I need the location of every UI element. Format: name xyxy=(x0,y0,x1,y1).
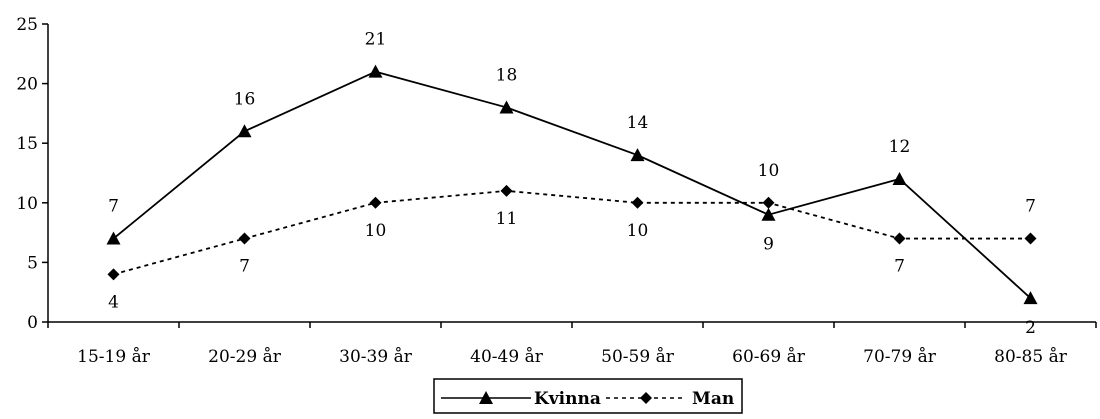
marker-man xyxy=(107,268,120,281)
data-label-kvinna: 12 xyxy=(889,137,911,157)
data-label-man: 11 xyxy=(496,209,518,229)
x-tick-label: 70-79 år xyxy=(863,347,937,367)
x-tick-label: 40-49 år xyxy=(470,347,544,367)
marker-man xyxy=(762,196,775,209)
x-tick-label: 30-39 år xyxy=(339,347,413,367)
x-tick-label: 60-69 år xyxy=(732,347,806,367)
y-tick-label: 15 xyxy=(16,134,38,154)
data-label-kvinna: 21 xyxy=(365,30,387,50)
data-label-man: 7 xyxy=(1025,197,1036,217)
marker-kvinna xyxy=(1023,291,1038,305)
data-label-kvinna: 18 xyxy=(496,65,518,85)
x-tick-label: 50-59 år xyxy=(601,347,675,367)
marker-kvinna xyxy=(368,64,383,78)
data-label-kvinna: 14 xyxy=(627,113,649,133)
x-tick-label: 20-29 år xyxy=(208,347,282,367)
legend-marker-kvinna xyxy=(479,391,493,404)
legend-label-kvinna: Kvinna xyxy=(534,389,601,409)
y-tick-label: 0 xyxy=(27,313,38,333)
y-tick-label: 5 xyxy=(27,253,38,273)
data-label-man: 10 xyxy=(365,221,387,241)
x-tick-label: 80-85 år xyxy=(994,347,1068,367)
data-label-man: 10 xyxy=(627,221,649,241)
data-label-man: 4 xyxy=(108,292,119,312)
series-line-kvinna xyxy=(112,70,1032,299)
legend: Kvinna Man xyxy=(433,378,743,414)
series-layer xyxy=(106,64,1038,305)
data-label-kvinna: 9 xyxy=(763,235,774,255)
data-label-man: 10 xyxy=(758,161,780,181)
marker-man xyxy=(1024,232,1037,245)
y-tick-label: 10 xyxy=(16,194,38,214)
marker-kvinna xyxy=(761,207,776,221)
marker-kvinna xyxy=(892,171,907,185)
axes: 0 5 10 15 20 25 15-19 år 20-29 år 30-39 år 40-49 … xyxy=(16,15,1097,367)
x-tick-label: 15-19 år xyxy=(77,347,151,367)
marker-man xyxy=(631,196,644,209)
marker-kvinna xyxy=(237,124,252,138)
marker-man xyxy=(369,196,382,209)
y-tick-label: 25 xyxy=(16,15,38,35)
marker-kvinna xyxy=(630,148,645,162)
marker-man xyxy=(500,184,513,197)
legend-marker-man xyxy=(640,392,652,404)
data-labels: 7 4 16 7 21 10 18 11 14 10 9 10 12 7 2 7 xyxy=(108,30,1036,338)
marker-kvinna xyxy=(106,231,121,245)
data-label-kvinna: 16 xyxy=(234,89,256,109)
series-line-man xyxy=(113,189,1031,276)
marker-man xyxy=(893,232,906,245)
y-tick-label: 20 xyxy=(16,75,38,95)
marker-kvinna xyxy=(499,100,514,114)
data-label-kvinna: 7 xyxy=(108,197,119,217)
data-label-man: 7 xyxy=(894,257,905,277)
data-label-man: 7 xyxy=(239,257,250,277)
data-label-kvinna: 2 xyxy=(1025,318,1036,338)
marker-man xyxy=(238,232,251,245)
legend-label-man: Man xyxy=(692,389,734,409)
